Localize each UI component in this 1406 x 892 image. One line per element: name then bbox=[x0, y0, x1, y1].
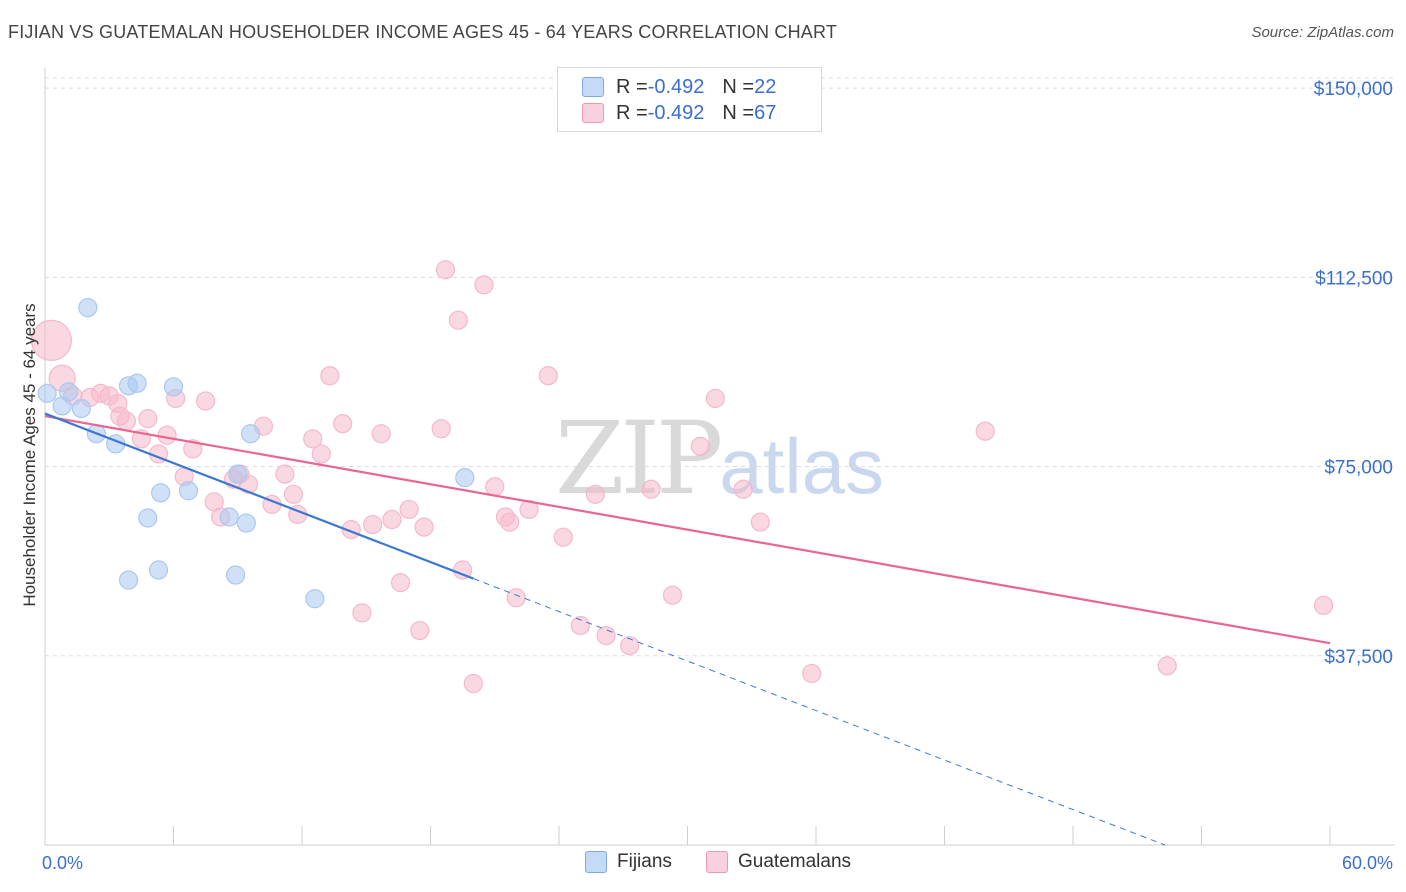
guatemalan-point bbox=[303, 429, 323, 449]
fijian-point bbox=[78, 297, 98, 318]
legend-n-value: 22 bbox=[754, 75, 777, 98]
guatemalan-point bbox=[414, 517, 434, 537]
guatemalan-point bbox=[157, 425, 177, 445]
fijian-trend-extension bbox=[473, 578, 1166, 846]
guatemalan-point bbox=[371, 424, 391, 444]
fijian-point bbox=[118, 570, 139, 590]
legend-n-label: N = bbox=[722, 101, 755, 124]
fijian-point bbox=[241, 424, 261, 444]
guatemalan-point bbox=[750, 512, 770, 532]
legend-r-value: -0.492 bbox=[647, 75, 705, 98]
guatemalan-point bbox=[474, 275, 494, 295]
guatemalan-point bbox=[519, 499, 539, 520]
guatemalan-point bbox=[705, 388, 725, 409]
x-tick-label: 60.0% bbox=[1342, 853, 1393, 873]
fijian-point bbox=[37, 383, 57, 403]
fijian-point bbox=[148, 560, 169, 580]
legend-r-label: R = bbox=[616, 101, 648, 124]
guatemalan-trend-line bbox=[44, 415, 1331, 645]
legend-swatch-fijians bbox=[585, 851, 607, 873]
guatemalan-point bbox=[311, 444, 331, 464]
guatemalan-point bbox=[399, 499, 419, 520]
guatemalan-point bbox=[196, 391, 216, 411]
guatemalan-point bbox=[275, 464, 295, 484]
legend-swatch-guatemalans bbox=[582, 103, 604, 123]
guatemalan-point bbox=[333, 414, 353, 434]
legend-row-guatemalans: R = -0.492 N = 67 bbox=[582, 101, 776, 125]
guatemalan-point bbox=[570, 615, 591, 636]
legend-item-guatemalans[interactable]: Guatemalans bbox=[706, 851, 851, 873]
guatemalan-point bbox=[585, 484, 606, 504]
y-tick-label: $37,500 bbox=[1324, 647, 1393, 668]
guatemalan-point bbox=[641, 479, 661, 499]
guatemalan-point bbox=[283, 484, 304, 504]
y-axis-label: Householder Income Ages 45 - 64 years bbox=[20, 303, 39, 607]
guatemalan-point bbox=[410, 620, 430, 641]
guatemalan-point bbox=[1313, 595, 1334, 615]
guatemalan-point bbox=[802, 663, 822, 684]
guatemalan-point bbox=[506, 588, 526, 608]
legend-row-fijians: R = -0.492 N = 22 bbox=[582, 75, 776, 99]
y-tick-label: $150,000 bbox=[1314, 79, 1393, 100]
fijian-point bbox=[163, 377, 184, 397]
guatemalan-point bbox=[596, 625, 616, 646]
fijian-point bbox=[305, 589, 325, 609]
guatemalan-point bbox=[553, 527, 573, 547]
fijian-point bbox=[455, 468, 475, 488]
series-legend: Fijians Guatemalans bbox=[0, 851, 1406, 877]
correlation-legend: R = -0.492 N = 22 R = -0.492 N = 67 bbox=[557, 67, 822, 132]
guatemalan-point bbox=[138, 409, 158, 429]
fijian-point bbox=[178, 481, 199, 501]
guatemalan-point bbox=[975, 421, 995, 441]
fijian-point bbox=[228, 464, 248, 484]
guatemalan-point bbox=[500, 512, 520, 532]
guatemalan-point bbox=[320, 366, 340, 386]
source-label: Source: ZipAtlas.com bbox=[1251, 24, 1394, 41]
legend-item-fijians[interactable]: Fijians bbox=[585, 851, 672, 873]
guatemalan-point bbox=[116, 411, 136, 431]
guatemalan-point bbox=[620, 636, 640, 656]
fijian-point bbox=[71, 398, 92, 419]
guatemalan-point bbox=[382, 509, 402, 530]
fijian-point bbox=[219, 507, 239, 527]
legend-label-fijians: Fijians bbox=[617, 851, 672, 872]
guatemalan-point bbox=[352, 603, 372, 623]
legend-swatch-guatemalans bbox=[706, 851, 728, 873]
x-tick-label: 0.0% bbox=[42, 853, 83, 873]
guatemalan-point bbox=[463, 673, 483, 694]
legend-r-label: R = bbox=[616, 75, 648, 98]
guatemalan-point bbox=[538, 366, 558, 386]
guatemalan-point bbox=[1157, 656, 1177, 676]
y-tick-label: $75,000 bbox=[1324, 458, 1393, 479]
legend-label-guatemalans: Guatemalans bbox=[738, 851, 852, 872]
guatemalan-point bbox=[183, 439, 203, 459]
fijian-point bbox=[58, 382, 79, 402]
fijian-point bbox=[236, 513, 256, 533]
fijian-point bbox=[138, 508, 158, 528]
y-tick-label: $112,500 bbox=[1315, 268, 1393, 289]
guatemalan-point bbox=[435, 260, 456, 280]
fijian-point bbox=[226, 565, 246, 585]
watermark: ZIPatlas bbox=[555, 400, 884, 517]
guatemalan-point bbox=[448, 310, 468, 330]
guatemalan-point bbox=[390, 573, 411, 593]
guatemalan-point bbox=[662, 585, 683, 605]
watermark-zip: ZIP bbox=[555, 400, 723, 517]
guatemalan-point bbox=[431, 419, 451, 439]
chart-title: FIJIAN VS GUATEMALAN HOUSEHOLDER INCOME … bbox=[8, 22, 838, 42]
fijian-point bbox=[151, 483, 171, 503]
legend-r-value: -0.492 bbox=[647, 101, 705, 124]
fijian-point bbox=[118, 376, 139, 396]
legend-n-label: N = bbox=[722, 75, 755, 98]
guatemalan-point bbox=[733, 479, 753, 499]
legend-swatch-fijians bbox=[582, 77, 604, 97]
guatemalan-point bbox=[30, 319, 73, 361]
guatemalan-point bbox=[485, 477, 505, 497]
guatemalan-point bbox=[363, 514, 383, 535]
fijian-trend-line bbox=[44, 412, 474, 580]
legend-n-value: 67 bbox=[754, 101, 777, 124]
guatemalan-point bbox=[690, 436, 710, 456]
